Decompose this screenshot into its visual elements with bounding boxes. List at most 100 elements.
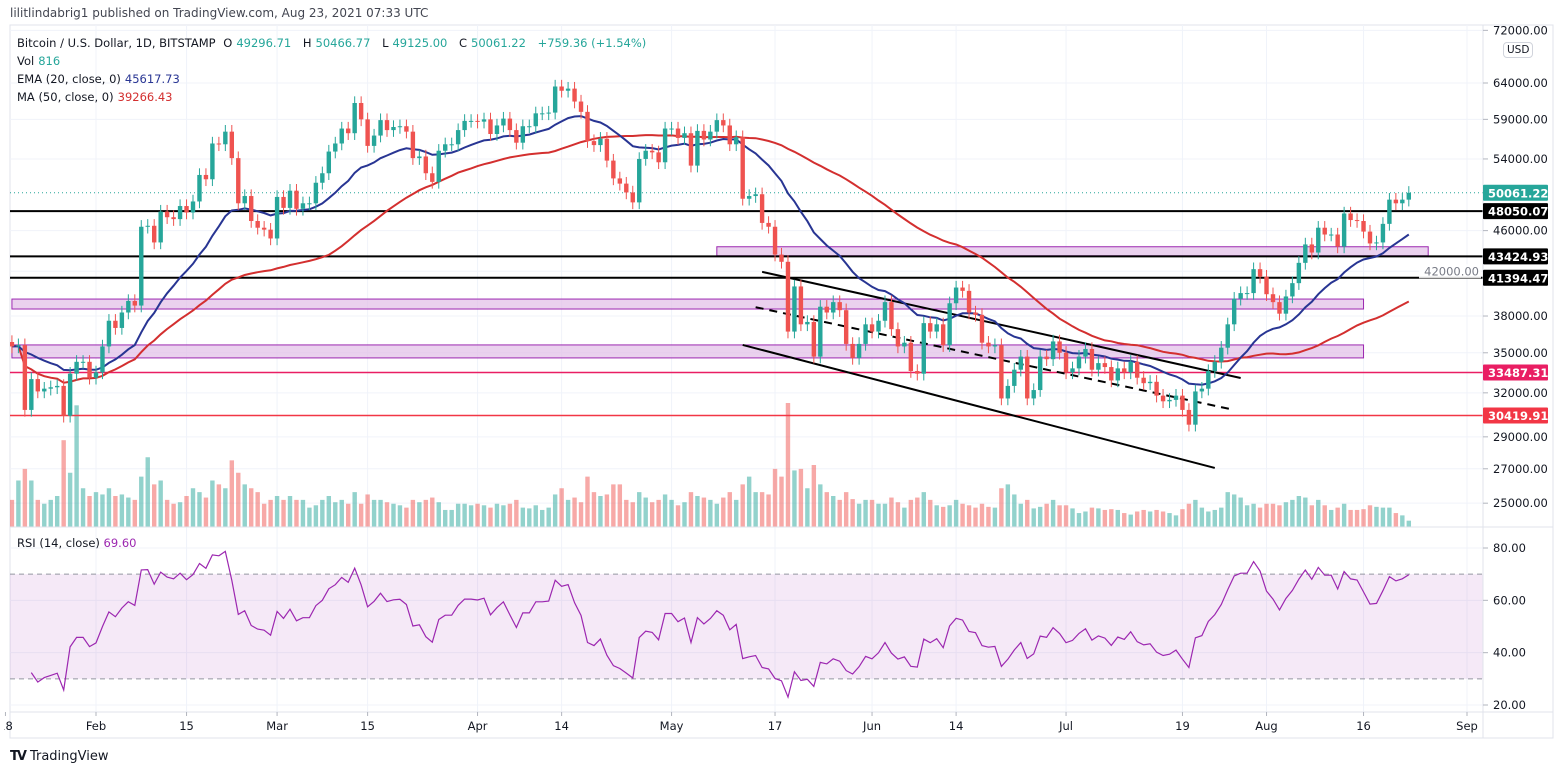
candle-body	[1277, 302, 1282, 314]
price-tick-label: 35000.00	[1493, 346, 1548, 360]
candle-body	[326, 151, 332, 174]
candle-body	[772, 226, 778, 255]
candle-body	[1341, 213, 1347, 247]
candle	[546, 105, 551, 121]
volume-bar	[42, 503, 47, 527]
candle	[785, 255, 791, 339]
candle	[1044, 349, 1049, 366]
candle	[455, 123, 461, 152]
volume-bar	[1070, 508, 1075, 527]
tradingview-footer[interactable]: TV TradingView	[10, 749, 108, 764]
candle	[1328, 227, 1334, 242]
rsi-label[interactable]: RSI (14, close)	[17, 536, 100, 550]
volume-bar	[184, 496, 189, 527]
volume-bar	[171, 503, 176, 527]
volume-bar	[223, 488, 228, 527]
candle-body	[177, 206, 183, 220]
candle	[339, 121, 344, 151]
volume-bar	[999, 488, 1004, 527]
volume-bar	[1335, 507, 1340, 527]
volume-bar	[746, 476, 752, 527]
volume-bar	[152, 484, 157, 527]
candle	[1393, 192, 1399, 211]
volume-bar	[1380, 507, 1386, 527]
price-tick-label: 72000.00	[1493, 23, 1548, 37]
candle	[617, 171, 623, 191]
symbol-title[interactable]: Bitcoin / U.S. Dollar, 1D, BITSTAMP	[17, 36, 216, 50]
candle-body	[164, 211, 170, 218]
candle	[1231, 292, 1237, 332]
vol-value: 816	[38, 54, 61, 68]
volume-bar	[824, 492, 829, 527]
candle	[940, 317, 946, 352]
candle-body	[339, 128, 344, 144]
vol-label[interactable]: Vol	[17, 54, 35, 68]
candle-body	[1031, 390, 1036, 399]
ema-label[interactable]: EMA (20, close, 0)	[17, 72, 121, 86]
candle	[1147, 375, 1153, 390]
volume-bar	[1115, 509, 1120, 527]
price-label: 43424.93	[1488, 250, 1548, 264]
open-value: 49296.71	[236, 36, 292, 50]
volume-bar	[10, 499, 15, 527]
candle	[1219, 341, 1224, 369]
candle	[559, 79, 564, 98]
candle-body	[591, 141, 597, 146]
candle	[126, 294, 131, 320]
ma-label[interactable]: MA (50, close, 0)	[17, 90, 114, 104]
price-tick-label: 59000.00	[1493, 112, 1548, 126]
volume-bar	[48, 499, 53, 527]
volume-bar	[1303, 497, 1308, 527]
volume-bar	[1264, 503, 1269, 527]
candle-body	[565, 88, 571, 91]
candle-body	[119, 312, 125, 328]
candle-body	[1122, 368, 1127, 373]
price-tick-label: 64000.00	[1493, 76, 1548, 90]
candle-body	[889, 302, 894, 330]
candle-body	[281, 196, 286, 208]
candle	[837, 295, 842, 317]
candle-body	[1025, 356, 1030, 399]
tradingview-logo-icon: TV	[10, 749, 27, 764]
candle-body	[397, 126, 403, 128]
volume-bar	[1219, 507, 1224, 527]
candle-body	[572, 88, 577, 102]
candle-body	[1141, 377, 1146, 384]
candle-body	[1367, 231, 1373, 244]
volume-bar	[339, 499, 344, 527]
candle	[656, 145, 661, 170]
volume-bar	[591, 492, 597, 527]
candle	[481, 112, 487, 129]
candle-body	[261, 227, 267, 230]
volume-bar	[1076, 513, 1082, 527]
candle	[746, 189, 752, 206]
candle-body	[249, 196, 254, 222]
candle	[203, 168, 209, 187]
volume-bar	[455, 503, 461, 527]
volume-bar	[1283, 502, 1289, 527]
candle	[384, 113, 390, 137]
price-tick-label: 25000.00	[1493, 496, 1548, 510]
candle-body	[430, 173, 435, 182]
volume-bar	[740, 484, 745, 527]
candle	[42, 382, 47, 399]
volume-bar	[1025, 499, 1030, 527]
candle	[766, 216, 771, 234]
candle	[378, 113, 383, 143]
currency-button[interactable]: USD	[1503, 42, 1534, 58]
volume-bar	[1193, 499, 1198, 527]
candle	[1238, 286, 1243, 306]
volume-bar	[268, 499, 273, 527]
candle-body	[688, 133, 694, 166]
volume-bar	[721, 497, 726, 527]
volume-bar	[1154, 509, 1159, 527]
candle	[895, 322, 901, 354]
candle-body	[831, 302, 836, 313]
candle-body	[1134, 361, 1140, 378]
candle	[54, 379, 60, 395]
candle-body	[171, 217, 176, 220]
candle	[986, 336, 991, 354]
volume-bar	[1341, 503, 1347, 527]
volume-bar	[992, 507, 998, 527]
